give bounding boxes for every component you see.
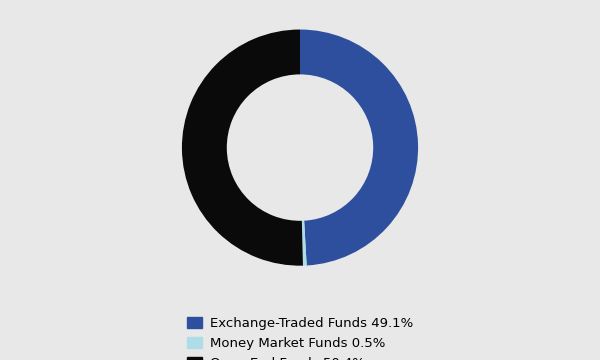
Wedge shape (300, 30, 418, 265)
Wedge shape (302, 221, 307, 266)
Wedge shape (182, 30, 303, 266)
Legend: Exchange-Traded Funds 49.1%, Money Market Funds 0.5%, Open End Funds 50.4%: Exchange-Traded Funds 49.1%, Money Marke… (187, 316, 413, 360)
